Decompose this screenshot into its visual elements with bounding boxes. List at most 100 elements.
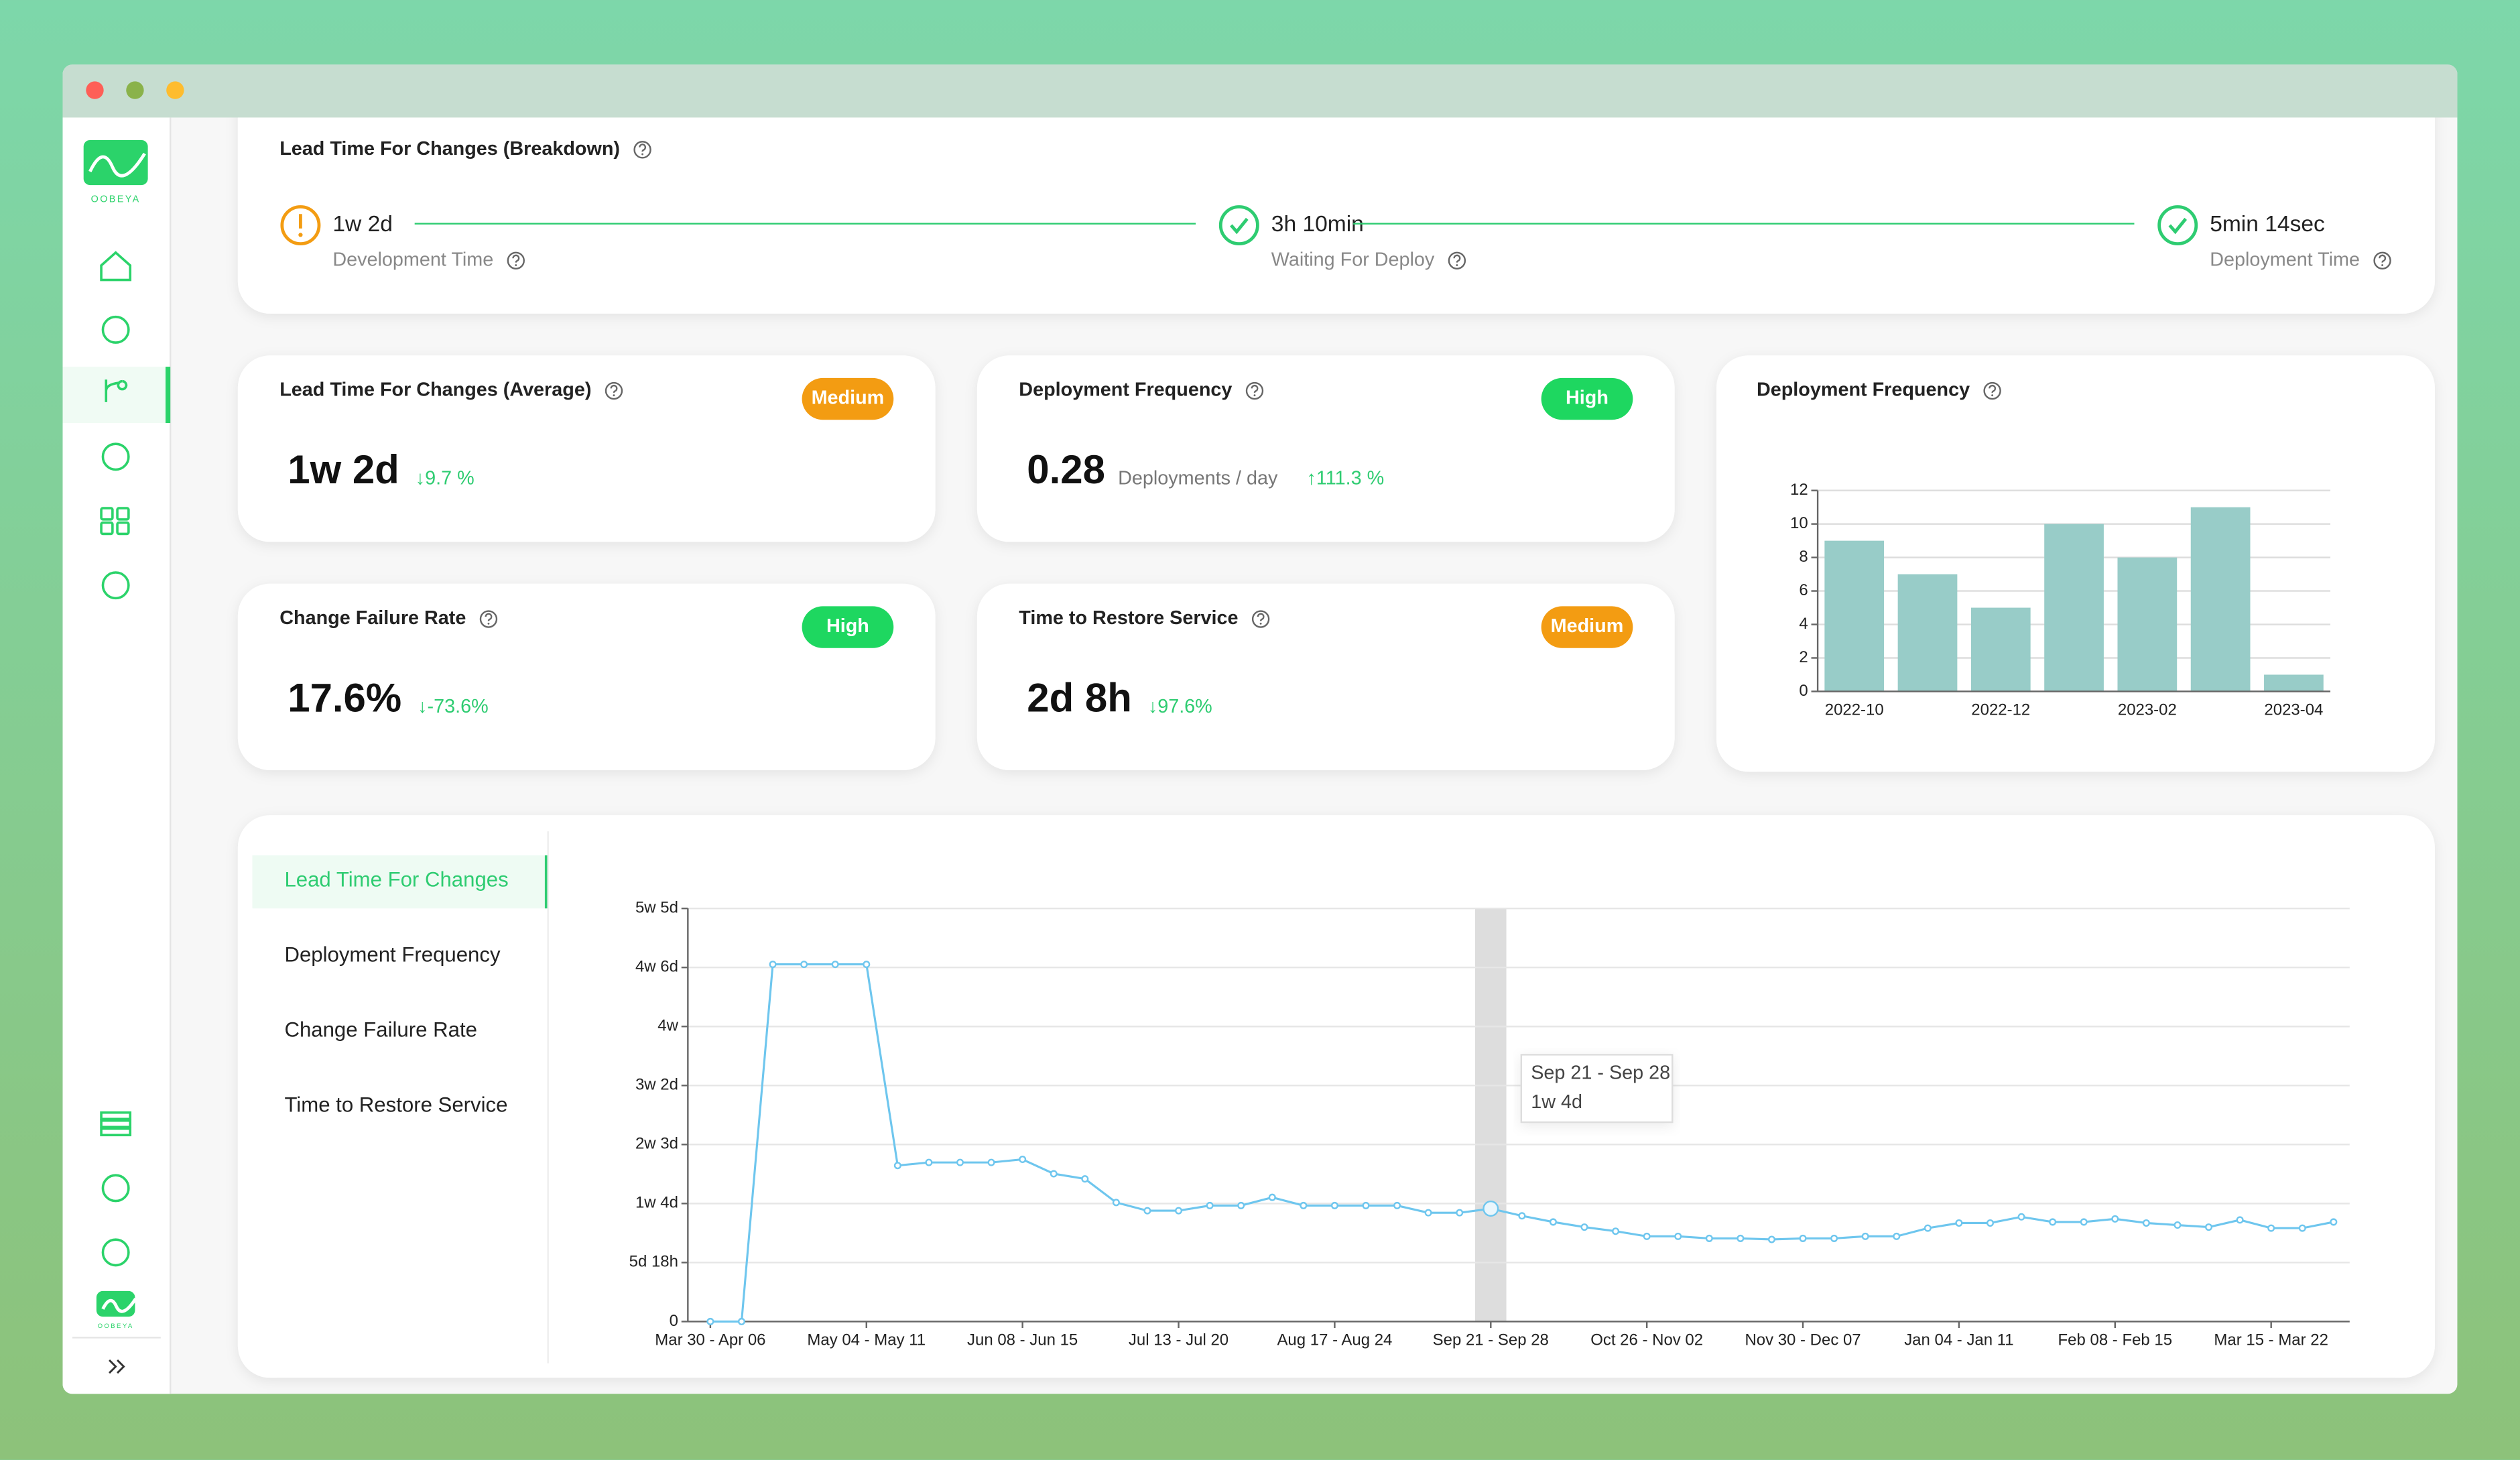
trend-point [1112,1199,1120,1207]
nav-icon-shape [100,507,114,521]
nav-icon[interactable] [100,251,132,282]
trend-point [800,961,808,969]
sidebar [62,117,171,1394]
help-icon-glyph [1989,384,1997,393]
trend-point [1143,1207,1151,1215]
y-tick-label: 1w 4d [635,1194,678,1212]
nav-icon-shape [101,1174,130,1203]
help-icon-dot [2381,264,2384,266]
metric-title: Change Failure Rate [279,607,466,629]
trend-point [2267,1224,2275,1232]
nav-icon-shape [100,1119,132,1129]
trend-point [2049,1218,2057,1226]
nav-icon[interactable] [100,507,130,536]
y-tick-label: 4 [1799,615,1808,633]
y-tick-label: 5d 18h [629,1253,678,1271]
trend-point [1019,1156,1027,1164]
window-control[interactable] [86,81,104,99]
step-label: Development Time [332,249,493,270]
nav-icon-shape [100,1111,132,1121]
bar [2190,507,2251,692]
metric-title: Deployment Frequency [1019,379,1232,401]
nav-icon[interactable] [101,1174,130,1203]
help-icon-glyph [2379,254,2387,263]
step-check-mark [1230,217,1249,235]
tab[interactable]: Change Failure Rate [284,1018,477,1042]
step-check-mark [2168,217,2188,235]
metric-badge [1541,606,1633,648]
y-tick-label: 6 [1799,581,1808,599]
logo-glyph [101,1298,137,1313]
trend-point [769,961,777,969]
x-tick-label: 2022-10 [1825,701,1884,719]
brand-name: OOBEYA [91,194,141,204]
metric-change: ↓9.7 % [416,468,475,489]
window-control[interactable] [166,81,184,99]
help-icon[interactable] [1251,610,1270,628]
y-tick-label: 4w [657,1017,678,1035]
nav-icon-shape [105,379,128,402]
metric-badge [802,606,894,648]
y-tick-label: 8 [1799,548,1808,566]
help-icon-dot [487,622,490,625]
trend-point [2298,1224,2306,1232]
tab[interactable]: Deployment Frequency [284,943,501,967]
window-control[interactable] [126,81,144,99]
trend-point [987,1158,995,1166]
x-tick-label: May 04 - May 11 [807,1331,926,1349]
trend-point [925,1158,933,1166]
breakdown-title: Lead Time For Changes (Breakdown) [279,138,620,160]
help-icon-circle [633,141,651,159]
metric-card [976,583,1675,770]
bar [1824,540,1885,692]
trend-point [1268,1193,1276,1201]
trend-point [2205,1223,2213,1231]
trend-point [893,1162,901,1170]
nav-icon[interactable] [101,1238,130,1267]
tab[interactable]: Time to Restore Service [284,1093,507,1117]
tab[interactable]: Lead Time For Changes [284,868,508,892]
trend-point [1330,1201,1338,1209]
nav-active-indicator [165,367,171,423]
chart-title: Deployment Frequency [1757,379,1970,401]
x-tick-label: Jul 13 - Jul 20 [1129,1331,1228,1349]
help-icon[interactable] [479,610,498,628]
help-icon[interactable] [507,251,525,269]
trend-point [1393,1201,1401,1209]
trend-point [863,961,871,969]
nav-icon[interactable] [100,1111,132,1137]
tooltip-title: Sep 21 - Sep 28 [1531,1062,1670,1084]
help-icon[interactable] [605,381,623,400]
nav-icon-shape [100,521,114,536]
bar [1897,574,1958,692]
help-icon[interactable] [1448,251,1466,269]
help-icon-dot [1991,394,1994,397]
help-icon[interactable] [2373,251,2391,269]
trend-point [1737,1234,1745,1242]
hover-band [1475,908,1507,1322]
trend-point [2330,1218,2338,1226]
metric-badge [1541,377,1633,420]
step-status-icon [280,205,321,246]
metric-card [237,583,936,770]
help-icon-dot [1259,622,1262,625]
help-icon[interactable] [1245,381,1264,400]
nav-icon[interactable] [101,315,130,344]
metric-value: 1w 2d [288,447,399,492]
y-tick-label: 5w 5d [635,899,678,917]
help-icon-dot [641,153,644,156]
trend-point [1456,1209,1464,1217]
nav-icon[interactable] [101,442,130,471]
help-icon[interactable] [1983,381,2001,400]
help-icon[interactable] [633,141,651,159]
collapse-toggle[interactable] [109,1359,125,1374]
metric-change: ↑111.3 % [1307,468,1385,489]
nav-icon[interactable] [101,571,130,600]
trend-point [1924,1224,1932,1232]
tooltip-box [1520,1054,1674,1123]
trend-point [1612,1227,1620,1235]
x-tick-label: Oct 26 - Nov 02 [1590,1331,1703,1349]
x-tick-label: Jun 08 - Jun 15 [967,1331,1078,1349]
nav-icon[interactable] [105,379,128,402]
x-tick-label: Sep 21 - Sep 28 [1433,1331,1549,1349]
